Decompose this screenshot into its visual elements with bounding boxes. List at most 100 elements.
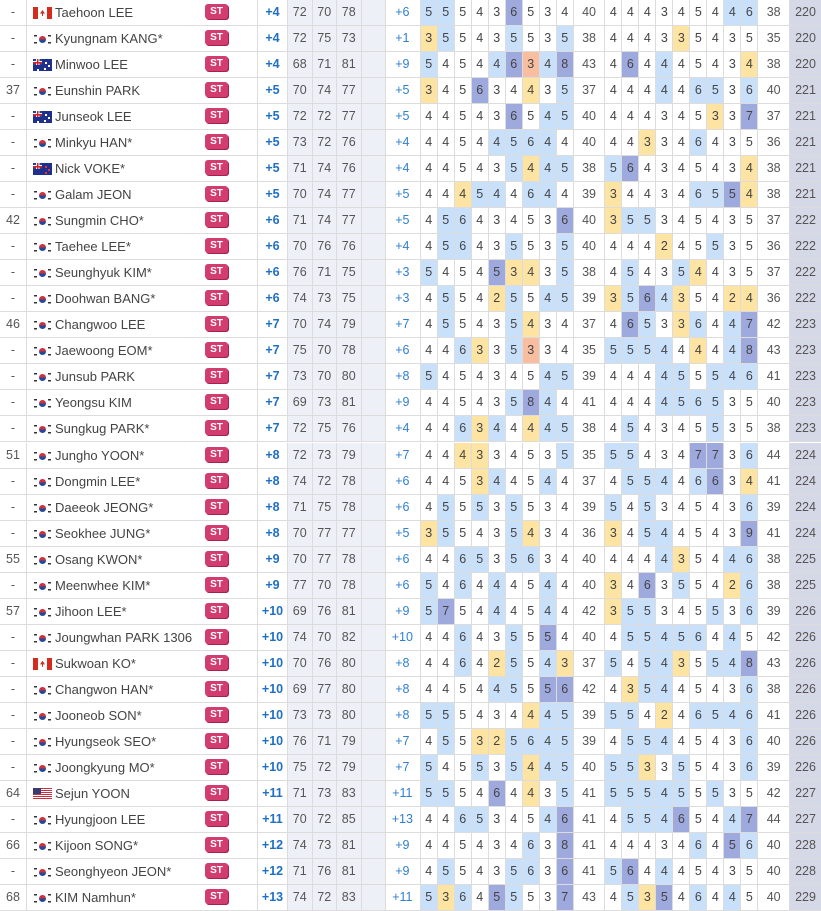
player-name-link[interactable]: Jaewoong EOM* bbox=[55, 343, 153, 359]
player-cell[interactable]: Sungkug PARK* ST bbox=[27, 416, 258, 443]
table-row[interactable]: 66 Kijoon SONG* ST +12 74 73 81 +9 4 4 5 4 3 4 6 3 8 41 4 4… bbox=[0, 832, 821, 859]
player-name-link[interactable]: Jungho YOON* bbox=[55, 447, 145, 463]
table-row[interactable]: 37 Eunshin PARK ST +5 70 74 77 +5 3 4 5 6 3 4 4 3 5 37 4 4 4… bbox=[0, 78, 821, 105]
player-name-link[interactable]: Sukwoan KO* bbox=[55, 655, 136, 671]
player-name-link[interactable]: Yeongsu KIM bbox=[55, 395, 132, 411]
player-name-link[interactable]: Seonghyeon JEON* bbox=[55, 863, 172, 879]
player-name-link[interactable]: Hyungseok SEO* bbox=[55, 733, 157, 749]
table-row[interactable]: - Seokhee JUNG* ST +8 70 77 77 +5 3 5 5 4 3 5 4 3 4 36 3 4 5… bbox=[0, 520, 821, 547]
table-row[interactable]: - Meenwhee KIM* ST +9 77 70 78 +6 5 4 6 4 4 4 5 4 4 40 3 4 6… bbox=[0, 572, 821, 599]
table-row[interactable]: - Taehoon LEE ST +4 72 70 78 +6 5 5 5 4 3 6 5 3 4 40 4 4 4 3 4… bbox=[0, 0, 821, 26]
table-row[interactable]: - Kyungnam KANG* ST +4 72 75 73 +1 3 5 5 4 3 5 5 3 5 38 4 4… bbox=[0, 26, 821, 53]
player-cell[interactable]: Sejun YOON ST bbox=[27, 780, 258, 807]
player-cell[interactable]: Dongmin LEE* ST bbox=[27, 468, 258, 495]
player-name-link[interactable]: Jooneob SON* bbox=[55, 707, 142, 723]
table-row[interactable]: - Daeeok JEONG* ST +8 71 75 78 +6 4 5 5 5 3 5 5 3 4 39 5 4 5… bbox=[0, 494, 821, 521]
player-cell[interactable]: Changwoo LEE ST bbox=[27, 312, 258, 339]
player-cell[interactable]: Yeongsu KIM ST bbox=[27, 390, 258, 417]
player-cell[interactable]: Kyungnam KANG* ST bbox=[27, 26, 258, 53]
player-cell[interactable]: Jihoon LEE* ST bbox=[27, 598, 258, 625]
player-name-link[interactable]: Minwoo LEE bbox=[55, 57, 128, 73]
table-row[interactable]: - Junsub PARK ST +7 73 70 80 +8 5 4 5 4 3 4 5 4 5 39 4 4 4 4 5… bbox=[0, 364, 821, 391]
player-name-link[interactable]: Changwoo LEE bbox=[55, 317, 146, 333]
player-cell[interactable]: Nick VOKE* ST bbox=[27, 156, 258, 183]
player-name-link[interactable]: Galam JEON bbox=[55, 187, 132, 203]
player-cell[interactable]: Minwoo LEE ST bbox=[27, 52, 258, 79]
player-name-link[interactable]: Sungmin CHO* bbox=[55, 213, 144, 229]
table-row[interactable]: - Junseok LEE ST +5 72 72 77 +5 4 4 5 4 3 6 5 4 5 40 4 4 4 3 4… bbox=[0, 104, 821, 131]
player-name-link[interactable]: Sejun YOON bbox=[55, 785, 130, 801]
table-row[interactable]: - Changwon HAN* ST +10 69 77 80 +8 4 4 5 4 4 5 5 5 6 42 4 3… bbox=[0, 676, 821, 703]
player-name-link[interactable]: Joongkyung MO* bbox=[55, 759, 155, 775]
player-name-link[interactable]: Taehee LEE* bbox=[55, 239, 131, 255]
player-name-link[interactable]: Changwon HAN* bbox=[55, 681, 154, 697]
table-row[interactable]: - Doohwan BANG* ST +6 74 73 75 +3 4 5 5 4 2 5 5 4 5 39 3 5 6… bbox=[0, 286, 821, 313]
table-row[interactable]: 68 KIM Namhun* ST +13 74 72 83 +11 5 3 6 4 5 5 5 3 7 43 4 5… bbox=[0, 885, 821, 911]
player-name-link[interactable]: Osang KWON* bbox=[55, 551, 143, 567]
player-cell[interactable]: Hyungseok SEO* ST bbox=[27, 728, 258, 755]
player-name-link[interactable]: Dongmin LEE* bbox=[55, 473, 141, 489]
player-name-link[interactable]: Seunghyuk KIM* bbox=[55, 265, 152, 281]
player-name-link[interactable]: Nick VOKE* bbox=[55, 161, 126, 177]
table-row[interactable]: - Joungwhan PARK 1306 ST +10 74 70 82 +10 4 4 6 4 3 5… bbox=[0, 624, 821, 651]
table-row[interactable]: 46 Changwoo LEE ST +7 70 74 79 +7 4 5 5 4 3 5 4 3 4 37 4 6 5… bbox=[0, 312, 821, 339]
table-row[interactable]: - Jaewoong EOM* ST +7 75 70 78 +6 4 4 6 3 3 5 3 3 4 35 5 5 5… bbox=[0, 338, 821, 365]
table-row[interactable]: 57 Jihoon LEE* ST +10 69 76 81 +9 5 7 5 4 4 4 5 4 4 42 3 5 5… bbox=[0, 598, 821, 625]
player-cell[interactable]: Eunshin PARK ST bbox=[27, 78, 258, 105]
player-name-link[interactable]: KIM Namhun* bbox=[55, 890, 136, 906]
table-row[interactable]: - Hyungjoon LEE ST +11 70 72 85 +13 4 4 6 5 3 4 5 4 6 41 4… bbox=[0, 806, 821, 833]
table-row[interactable]: - Hyungseok SEO* ST +10 76 71 79 +7 4 5 5 3 2 5 6 4 5 39 4… bbox=[0, 728, 821, 755]
table-row[interactable]: - Seonghyeon JEON* ST +12 71 76 81 +9 4 5 5 4 3 5 6 3 6 4… bbox=[0, 858, 821, 885]
table-row[interactable]: - Yeongsu KIM ST +7 69 73 81 +9 4 4 5 4 3 5 8 4 4 41 4 4 4 4 5… bbox=[0, 390, 821, 417]
player-name-link[interactable]: Kijoon SONG* bbox=[55, 837, 139, 853]
table-row[interactable]: 64 Sejun YOON ST +11 71 73 83 +11 5 5 5 4 6 4 4 3 5 41 5 5 5… bbox=[0, 780, 821, 807]
player-cell[interactable]: Joongkyung MO* ST bbox=[27, 754, 258, 781]
player-cell[interactable]: Junseok LEE ST bbox=[27, 104, 258, 131]
player-name-link[interactable]: Doohwan BANG* bbox=[55, 291, 156, 307]
table-row[interactable]: - Dongmin LEE* ST +8 74 72 78 +6 4 4 5 3 4 4 5 4 4 37 4 5 5 4… bbox=[0, 468, 821, 495]
player-name-link[interactable]: Meenwhee KIM* bbox=[55, 577, 151, 593]
player-cell[interactable]: Galam JEON ST bbox=[27, 182, 258, 209]
table-row[interactable]: - Nick VOKE* ST +5 71 74 76 +4 4 4 5 4 3 5 4 4 5 38 5 6 4 3 4 5… bbox=[0, 156, 821, 183]
player-cell[interactable]: Seokhee JUNG* ST bbox=[27, 520, 258, 547]
player-name-link[interactable]: Taehoon LEE bbox=[55, 5, 134, 20]
player-name-link[interactable]: Seokhee JUNG* bbox=[55, 525, 151, 541]
player-cell[interactable]: Sungmin CHO* ST bbox=[27, 208, 258, 235]
player-name-link[interactable]: Jihoon LEE* bbox=[55, 603, 127, 619]
player-cell[interactable]: Changwon HAN* ST bbox=[27, 676, 258, 703]
player-cell[interactable]: Jungho YOON* ST bbox=[27, 442, 258, 469]
player-cell[interactable]: Hyungjoon LEE ST bbox=[27, 806, 258, 833]
player-cell[interactable]: Meenwhee KIM* ST bbox=[27, 572, 258, 599]
player-name-link[interactable]: Joungwhan PARK 1306 bbox=[55, 629, 193, 645]
player-cell[interactable]: Joungwhan PARK 1306 ST bbox=[27, 624, 258, 651]
player-cell[interactable]: Sukwoan KO* ST bbox=[27, 650, 258, 677]
player-cell[interactable]: Seunghyuk KIM* ST bbox=[27, 260, 258, 287]
table-row[interactable]: - Jooneob SON* ST +10 73 73 80 +8 5 5 5 4 3 4 4 4 5 39 5 5 4… bbox=[0, 702, 821, 729]
player-name-link[interactable]: Kyungnam KANG* bbox=[55, 31, 163, 47]
table-row[interactable]: - Minwoo LEE ST +4 68 71 81 +9 5 4 5 4 4 6 3 4 8 43 4 6 4 4 4 5… bbox=[0, 52, 821, 79]
player-cell[interactable]: Doohwan BANG* ST bbox=[27, 286, 258, 313]
player-name-link[interactable]: Minkyu HAN* bbox=[55, 135, 133, 151]
player-cell[interactable]: Jaewoong EOM* ST bbox=[27, 338, 258, 365]
table-row[interactable]: 42 Sungmin CHO* ST +6 71 74 77 +5 4 5 6 4 3 4 5 3 6 40 3 5 5… bbox=[0, 208, 821, 235]
player-cell[interactable]: Taehoon LEE ST bbox=[27, 0, 258, 26]
player-cell[interactable]: Seonghyeon JEON* ST bbox=[27, 858, 258, 885]
table-row[interactable]: - Minkyu HAN* ST +5 73 72 76 +4 4 4 5 4 4 5 6 4 4 40 4 4 3 3 4… bbox=[0, 130, 821, 157]
table-row[interactable]: - Galam JEON ST +5 70 74 77 +5 4 4 4 5 4 4 6 4 4 39 3 4 4 3 4 6… bbox=[0, 182, 821, 209]
table-row[interactable]: - Sungkug PARK* ST +7 72 75 76 +4 4 4 6 3 4 4 4 4 5 38 4 5 4… bbox=[0, 416, 821, 443]
table-row[interactable]: 51 Jungho YOON* ST +8 72 73 79 +7 4 4 4 3 3 4 5 3 5 35 5 5 4… bbox=[0, 442, 821, 469]
player-cell[interactable]: Daeeok JEONG* ST bbox=[27, 494, 258, 521]
player-cell[interactable]: Osang KWON* ST bbox=[27, 546, 258, 573]
table-row[interactable]: - Sukwoan KO* ST +10 70 76 80 +8 4 4 6 4 2 5 5 4 3 37 5 4 5 4… bbox=[0, 650, 821, 677]
player-name-link[interactable]: Junseok LEE bbox=[55, 109, 132, 125]
player-cell[interactable]: KIM Namhun* ST bbox=[27, 885, 258, 911]
table-row[interactable]: - Joongkyung MO* ST +10 75 72 79 +7 5 4 5 5 3 5 4 4 5 40 5… bbox=[0, 754, 821, 781]
player-cell[interactable]: Kijoon SONG* ST bbox=[27, 832, 258, 859]
player-cell[interactable]: Minkyu HAN* ST bbox=[27, 130, 258, 157]
player-name-link[interactable]: Junsub PARK bbox=[55, 369, 135, 385]
player-name-link[interactable]: Sungkug PARK* bbox=[55, 421, 150, 437]
table-row[interactable]: 55 Osang KWON* ST +9 70 77 78 +6 4 4 6 5 3 5 6 3 4 40 4 4 4 4… bbox=[0, 546, 821, 573]
player-name-link[interactable]: Eunshin PARK bbox=[55, 83, 141, 99]
player-name-link[interactable]: Hyungjoon LEE bbox=[55, 811, 146, 827]
player-cell[interactable]: Taehee LEE* ST bbox=[27, 234, 258, 261]
